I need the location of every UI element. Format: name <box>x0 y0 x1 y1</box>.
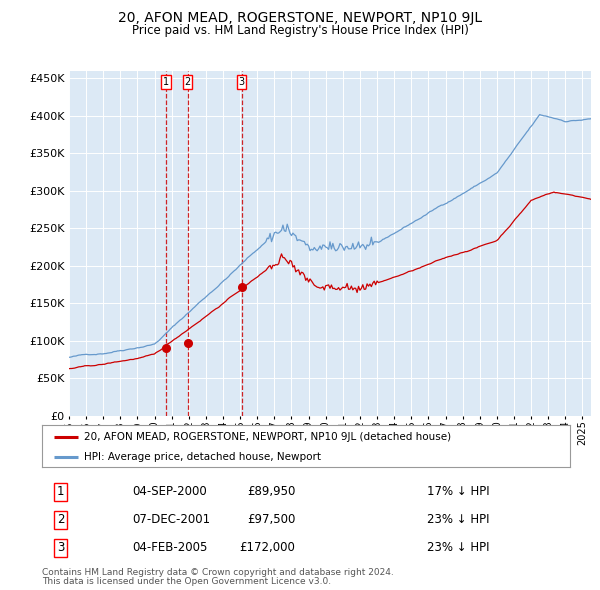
Text: 07-DEC-2001: 07-DEC-2001 <box>132 513 210 526</box>
Text: 3: 3 <box>239 77 245 87</box>
Text: This data is licensed under the Open Government Licence v3.0.: This data is licensed under the Open Gov… <box>42 577 331 586</box>
Text: 2: 2 <box>57 513 64 526</box>
Text: Price paid vs. HM Land Registry's House Price Index (HPI): Price paid vs. HM Land Registry's House … <box>131 24 469 37</box>
Text: £172,000: £172,000 <box>239 541 295 554</box>
Text: 17% ↓ HPI: 17% ↓ HPI <box>427 486 490 499</box>
Text: 23% ↓ HPI: 23% ↓ HPI <box>427 541 490 554</box>
Text: 23% ↓ HPI: 23% ↓ HPI <box>427 513 490 526</box>
Text: £97,500: £97,500 <box>247 513 295 526</box>
Text: 04-SEP-2000: 04-SEP-2000 <box>132 486 206 499</box>
Text: £89,950: £89,950 <box>247 486 295 499</box>
Text: 3: 3 <box>57 541 64 554</box>
Text: 20, AFON MEAD, ROGERSTONE, NEWPORT, NP10 9JL (detached house): 20, AFON MEAD, ROGERSTONE, NEWPORT, NP10… <box>84 432 451 442</box>
Text: 20, AFON MEAD, ROGERSTONE, NEWPORT, NP10 9JL: 20, AFON MEAD, ROGERSTONE, NEWPORT, NP10… <box>118 11 482 25</box>
Text: Contains HM Land Registry data © Crown copyright and database right 2024.: Contains HM Land Registry data © Crown c… <box>42 568 394 576</box>
Text: 2: 2 <box>184 77 191 87</box>
Text: 1: 1 <box>57 486 64 499</box>
Text: 04-FEB-2005: 04-FEB-2005 <box>132 541 207 554</box>
Text: HPI: Average price, detached house, Newport: HPI: Average price, detached house, Newp… <box>84 452 321 461</box>
Text: 1: 1 <box>163 77 169 87</box>
